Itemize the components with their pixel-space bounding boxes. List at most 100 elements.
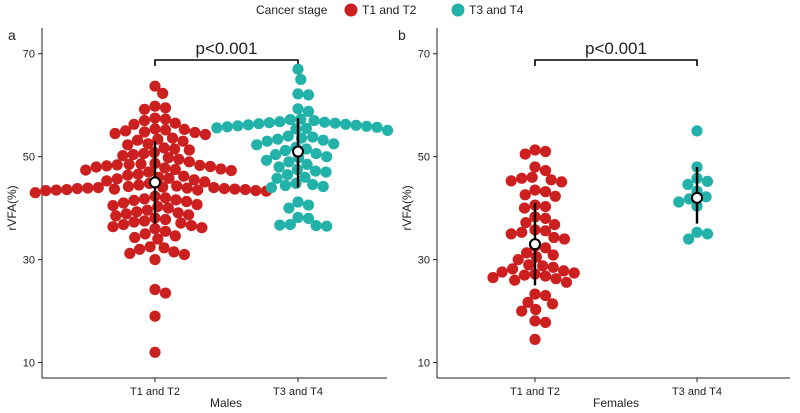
data-point-t1-and-t2 [189,126,201,139]
x-tick-label: T3 and T4 [273,386,323,398]
mean-marker-t3-and-t4 [691,191,703,204]
data-point-t1-and-t2 [138,115,151,127]
data-point-t1-and-t2 [560,276,573,288]
data-point-t1-and-t2 [169,143,181,155]
data-point-t1-and-t2 [131,134,144,146]
data-point-t1-and-t2 [131,206,143,218]
data-point-t1-and-t2 [539,145,552,158]
legend-title: Cancer stage [256,3,328,17]
data-point-t1-and-t2 [175,217,187,229]
data-point-t1-and-t2 [518,269,531,281]
data-point-t3-and-t4 [274,116,286,128]
data-point-t1-and-t2 [80,164,92,176]
data-point-t1-and-t2 [149,310,161,322]
data-point-t1-and-t2 [529,333,541,345]
data-point-t1-and-t2 [162,152,174,164]
data-point-t1-and-t2 [120,125,132,137]
data-point-t3-and-t4 [265,182,277,194]
panel-letter: b [398,27,406,43]
x-axis-title: Females [593,396,639,410]
data-point-t1-and-t2 [109,127,121,140]
data-point-t1-and-t2 [162,202,174,214]
data-point-t1-and-t2 [172,207,184,219]
data-point-t1-and-t2 [505,175,517,187]
y-tick-label: 10 [418,358,430,370]
data-point-t1-and-t2 [170,194,182,206]
data-point-t3-and-t4 [272,133,284,145]
data-point-t3-and-t4 [232,120,244,132]
data-point-t3-and-t4 [292,88,304,100]
data-point-t1-and-t2 [129,231,141,244]
data-point-t3-and-t4 [302,89,315,101]
data-point-t1-and-t2 [149,80,161,92]
data-point-t3-and-t4 [284,219,296,231]
data-point-t1-and-t2 [178,123,190,135]
significance-label: p<0.001 [585,39,647,58]
legend-label-t3t4: T3 and T4 [469,3,524,17]
data-point-t1-and-t2 [229,183,241,195]
data-point-t1-and-t2 [487,272,499,284]
data-point-t1-and-t2 [529,184,541,196]
data-point-t1-and-t2 [519,148,531,160]
y-tick-label: 70 [23,49,35,61]
data-point-t1-and-t2 [539,242,552,254]
data-point-t1-and-t2 [523,259,535,271]
data-point-t3-and-t4 [701,228,714,240]
data-point-t1-and-t2 [168,246,180,258]
data-point-t1-and-t2 [199,128,211,141]
data-point-t1-and-t2 [163,172,175,184]
data-point-t1-and-t2 [122,180,134,193]
data-point-t1-and-t2 [516,172,528,184]
data-point-t1-and-t2 [117,150,129,162]
data-point-t1-and-t2 [192,184,204,196]
data-point-t1-and-t2 [185,220,197,232]
data-point-t1-and-t2 [138,193,151,205]
data-point-t3-and-t4 [321,220,333,232]
data-point-t1-and-t2 [516,305,528,317]
data-point-t1-and-t2 [71,183,83,195]
legend-swatch-t1t2 [344,3,358,17]
data-point-t3-and-t4 [279,144,291,157]
data-point-t1-and-t2 [250,185,262,197]
data-point-t1-and-t2 [159,102,172,114]
data-point-t1-and-t2 [512,254,524,266]
significance-label: p<0.001 [196,39,258,58]
data-point-t1-and-t2 [124,247,136,259]
data-point-t3-and-t4 [701,175,714,187]
data-point-t3-and-t4 [700,191,712,203]
data-point-t1-and-t2 [177,135,189,147]
data-point-t1-and-t2 [138,126,151,138]
data-point-t1-and-t2 [159,213,172,226]
data-point-t3-and-t4 [691,226,703,238]
data-point-t3-and-t4 [310,220,322,232]
data-point-t1-and-t2 [208,182,220,194]
data-point-t1-and-t2 [183,156,195,168]
data-point-t1-and-t2 [159,124,172,136]
significance-bracket [534,59,698,66]
data-point-t1-and-t2 [149,254,161,266]
data-point-t1-and-t2 [159,287,172,299]
data-point-t1-and-t2 [141,204,153,216]
data-point-t1-and-t2 [529,288,541,300]
data-point-t1-and-t2 [40,185,52,197]
data-point-t1-and-t2 [522,296,534,308]
data-point-t3-and-t4 [328,138,340,150]
y-tick-label: 10 [23,358,35,370]
data-point-t1-and-t2 [138,215,151,227]
data-point-t1-and-t2 [144,241,156,253]
data-point-t3-and-t4 [301,158,313,170]
x-axis-title: Males [210,396,242,410]
data-point-t1-and-t2 [117,219,130,231]
data-point-t3-and-t4 [308,115,320,127]
data-point-t1-and-t2 [128,216,140,228]
data-point-t1-and-t2 [117,197,130,209]
data-point-t1-and-t2 [107,200,119,212]
data-point-t1-and-t2 [526,171,538,183]
data-point-t1-and-t2 [122,139,134,151]
data-point-t1-and-t2 [196,222,208,234]
data-point-t3-and-t4 [221,121,233,133]
data-point-t1-and-t2 [138,148,150,160]
y-tick-label: 30 [418,255,430,267]
data-point-t1-and-t2 [159,113,172,125]
data-point-t1-and-t2 [171,180,183,192]
